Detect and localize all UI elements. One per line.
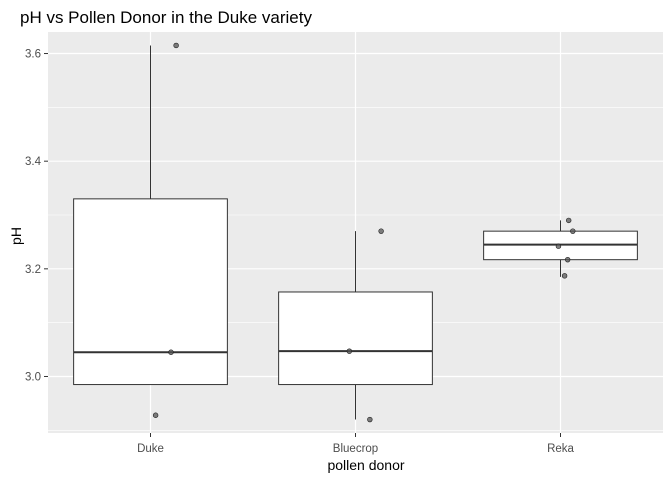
data-point — [561, 273, 568, 279]
y-axis-title: pH — [8, 227, 24, 245]
data-point — [378, 228, 384, 234]
chart-title: pH vs Pollen Donor in the Duke variety — [20, 8, 312, 27]
x-tick-label: Reka — [547, 443, 574, 455]
data-point — [564, 256, 571, 263]
y-tick-label: 3.6 — [25, 49, 41, 61]
box-group — [73, 45, 638, 420]
y-axis: 3.0 3.2 3.4 3.6 — [25, 49, 48, 383]
box-body — [278, 291, 433, 386]
x-tick-label: Bluecrop — [333, 443, 378, 455]
point-group — [152, 42, 576, 423]
box-body — [73, 198, 228, 386]
x-axis-title: pollen donor — [327, 457, 404, 473]
x-tick-label: Duke — [137, 443, 164, 455]
data-point — [565, 217, 572, 224]
box-bluecrop — [278, 231, 433, 420]
y-tick-label: 3.0 — [25, 371, 41, 383]
data-point — [173, 42, 179, 49]
y-tick-label: 3.2 — [25, 264, 41, 276]
box-duke — [73, 45, 228, 386]
data-point — [555, 243, 562, 249]
y-tick-label: 3.4 — [25, 156, 42, 168]
data-point — [168, 349, 174, 355]
data-point — [346, 348, 353, 354]
data-point — [367, 416, 373, 423]
data-point — [152, 412, 159, 418]
data-point — [570, 228, 576, 234]
x-axis: Duke Bluecrop Reka — [137, 433, 575, 455]
